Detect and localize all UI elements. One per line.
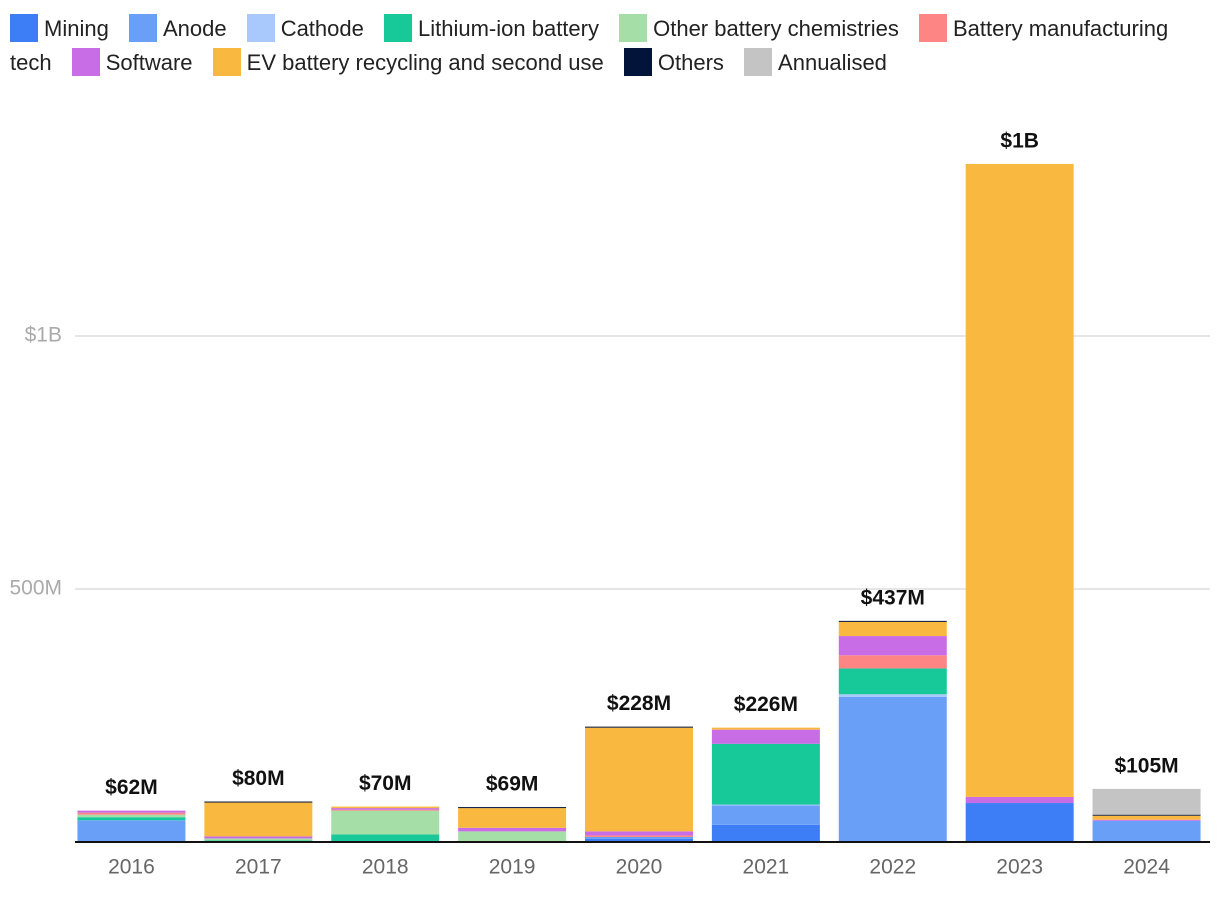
x-tick-label: 2023 (996, 856, 1043, 879)
total-label: $70M (359, 772, 412, 795)
total-label: $69M (486, 773, 539, 796)
bar-segment (965, 163, 1074, 797)
x-tick-label: 2018 (362, 856, 409, 879)
total-label: $226M (734, 693, 798, 716)
total-label: $228M (607, 692, 671, 715)
legend-label: Cathode (280, 16, 364, 41)
x-tick-label: 2024 (1123, 856, 1170, 879)
legend-label: Software (105, 50, 193, 75)
bar-segment (711, 743, 820, 805)
bar-segment (331, 834, 440, 842)
legend-label: EV battery recycling and second use (246, 50, 604, 75)
total-label: $80M (232, 767, 285, 790)
bar-segment (585, 836, 693, 839)
legend-item: Other battery chemistries (619, 14, 899, 42)
bar-segment (711, 824, 820, 842)
bar-segment (1092, 814, 1201, 816)
legend-item: EV battery recycling and second use (212, 48, 604, 76)
y-tick-label: $1B (25, 324, 62, 347)
bar-segment (458, 831, 567, 842)
legend-item: Battery manufacturing tech (10, 14, 1169, 75)
bar-segment (838, 655, 947, 669)
bar-segment (1092, 815, 1201, 820)
bar-segment (838, 696, 947, 842)
bar-segment (77, 820, 186, 842)
bar-segment (711, 804, 820, 806)
bar-segment (965, 803, 1074, 842)
x-tick-label: 2019 (489, 856, 536, 879)
x-tick-label: 2017 (235, 856, 282, 879)
bar-segment (1092, 788, 1201, 815)
legend-swatch (384, 14, 412, 42)
bar-segment (204, 840, 313, 841)
legend-swatch (10, 14, 38, 42)
bar-segment (77, 817, 186, 821)
legend: Mining Anode Cathode Lithium-ion battery… (10, 12, 1215, 80)
legend-label: Mining (44, 16, 109, 41)
legend-swatch (744, 48, 773, 76)
bar-segment (711, 729, 820, 744)
legend-item: Cathode (246, 14, 364, 42)
total-label: $437M (861, 586, 925, 609)
bar-segment (331, 809, 440, 811)
bar-segment (77, 812, 186, 815)
bar-segment (331, 810, 440, 835)
total-label: $62M (105, 776, 158, 799)
bar-segment (458, 807, 567, 809)
bar-segment (711, 805, 820, 825)
legend-label: Annualised (778, 50, 887, 75)
bar-segment (585, 831, 693, 836)
bar-segment (458, 808, 567, 828)
x-tick-label: 2022 (869, 856, 916, 879)
legend-label: Other battery chemistries (653, 16, 899, 41)
x-tick-label: 2016 (108, 856, 155, 879)
legend-swatch (619, 14, 648, 42)
bar-segment (838, 621, 947, 637)
bar-segment (204, 838, 313, 841)
legend-label: Others (657, 50, 724, 75)
x-tick-label: 2021 (743, 856, 790, 879)
bar-segment (838, 668, 947, 695)
bar-segment (77, 814, 186, 818)
total-label: $1B (1000, 130, 1039, 153)
bar-segment (1092, 819, 1201, 821)
bar-segment (585, 726, 693, 728)
bar-segment (331, 806, 440, 809)
bar-segment (838, 694, 947, 697)
legend-swatch (212, 48, 241, 76)
bar-segment (965, 796, 1074, 804)
legend-item: Annualised (744, 48, 887, 76)
bar-segment (204, 802, 313, 837)
bar-segment (838, 620, 947, 622)
bar-segment (1092, 820, 1201, 841)
legend-label: Lithium-ion battery (418, 16, 599, 41)
legend-item: Mining (10, 14, 109, 42)
legend-item: Lithium-ion battery (384, 14, 599, 42)
bar-segment (458, 827, 567, 832)
legend-item: Anode (128, 14, 227, 42)
bar-segment (838, 636, 947, 656)
bar-segment (585, 835, 693, 837)
y-tick-label: 500M (9, 577, 62, 600)
bar-segment (204, 801, 313, 803)
legend-swatch (71, 48, 100, 76)
legend-swatch (623, 48, 652, 76)
legend-swatch (918, 14, 947, 42)
total-label: $105M (1114, 754, 1178, 777)
legend-label: Anode (162, 16, 227, 41)
bar-segment (711, 727, 820, 730)
bar-segment (585, 838, 693, 842)
bar-segment (204, 836, 313, 839)
x-tick-label: 2020 (616, 856, 663, 879)
legend-item: Software (71, 48, 193, 76)
legend-item: Others (623, 48, 724, 76)
bar-segment (331, 808, 440, 810)
bar-segment (585, 727, 693, 832)
bar-segment (77, 810, 186, 813)
legend-swatch (246, 14, 275, 42)
legend-label: Battery manufacturing tech (10, 16, 1169, 75)
legend-swatch (128, 14, 157, 42)
